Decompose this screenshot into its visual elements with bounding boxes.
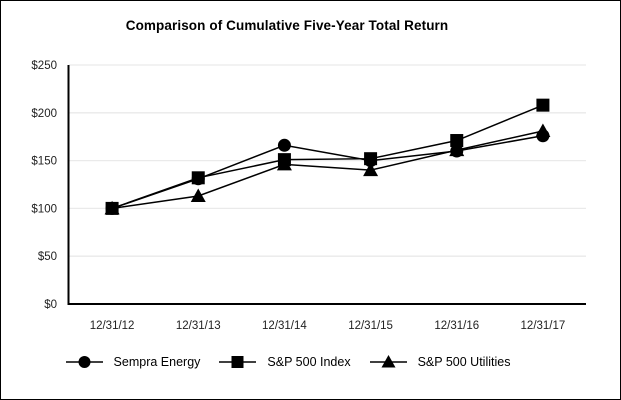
- marker-sempra-energy: [536, 129, 550, 143]
- legend-item-s-p-500-index: S&P 500 Index: [219, 354, 351, 370]
- legend-label: S&P 500 Utilities: [417, 355, 511, 369]
- x-axis-label: 12/31/13: [176, 320, 221, 332]
- marker-s-p-500-index: [450, 134, 464, 148]
- x-axis-label: 12/31/16: [434, 320, 479, 332]
- legend-triangle-icon: [369, 355, 407, 368]
- legend-label: Sempra Energy: [113, 355, 201, 369]
- legend-item-sempra-energy: Sempra Energy: [65, 354, 201, 370]
- marker-s-p-500-index: [536, 98, 550, 112]
- y-axis-label: $100: [31, 203, 57, 215]
- x-axis-label: 12/31/15: [348, 320, 393, 332]
- marker-s-p-500-index: [364, 152, 378, 166]
- x-axis-label: 12/31/12: [90, 320, 135, 332]
- legend-circle-icon: [65, 356, 103, 368]
- marker-sempra-energy: [450, 144, 464, 158]
- marker-s-p-500-index: [105, 201, 119, 215]
- legend-item-s-p-500-utilities: S&P 500 Utilities: [369, 354, 511, 370]
- legend: Sempra Energy S&P 500 Index S&P 500 Utilit…: [1, 353, 575, 371]
- legend-marker-triangle: [381, 355, 396, 368]
- marker-s-p-500-utilities: [190, 188, 206, 202]
- y-axis-label: $150: [31, 156, 57, 168]
- series-line-s-p-500-utilities: [111, 130, 544, 210]
- y-axis-label: $250: [31, 60, 57, 72]
- marker-s-p-500-utilities: [363, 162, 379, 177]
- y-axis-label: $200: [31, 108, 57, 120]
- chart-title: Comparison of Cumulative Five-Year Total…: [125, 18, 449, 33]
- marker-s-p-500-index: [277, 153, 291, 167]
- x-axis-label: 12/31/14: [262, 320, 307, 332]
- legend-marker-circle: [78, 356, 91, 368]
- marker-sempra-energy: [277, 138, 291, 152]
- legend-label: S&P 500 Index: [267, 355, 351, 369]
- series-line-s-p-500-index: [111, 104, 544, 210]
- y-axis-label: $50: [38, 251, 57, 263]
- legend-square-icon: [219, 356, 257, 368]
- x-axis-label: 12/31/17: [521, 320, 566, 332]
- y-axis-label: $0: [44, 299, 57, 311]
- series-line-sempra-energy: [111, 135, 544, 210]
- marker-s-p-500-index: [191, 171, 205, 185]
- legend-marker-square: [231, 356, 244, 368]
